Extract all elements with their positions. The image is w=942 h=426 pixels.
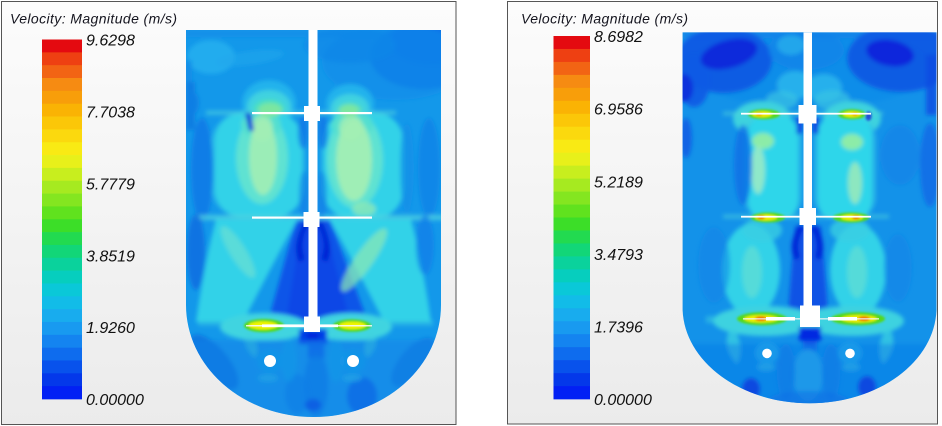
svg-text:8.6982: 8.6982 (594, 29, 643, 46)
svg-text:1.7396: 1.7396 (594, 320, 643, 337)
svg-text:5.2189: 5.2189 (594, 174, 643, 191)
svg-text:Velocity: Magnitude (m/s): Velocity: Magnitude (m/s) (521, 10, 688, 26)
svg-text:7.7038: 7.7038 (86, 105, 135, 122)
svg-text:6.9586: 6.9586 (594, 102, 643, 119)
svg-text:0.00000: 0.00000 (594, 392, 652, 409)
svg-text:0.00000: 0.00000 (86, 392, 144, 409)
svg-text:3.4793: 3.4793 (594, 247, 643, 264)
svg-text:9.6298: 9.6298 (86, 33, 135, 50)
svg-text:1.9260: 1.9260 (86, 320, 135, 337)
svg-text:5.7779: 5.7779 (86, 176, 135, 193)
svg-text:3.8519: 3.8519 (86, 248, 135, 265)
svg-text:Velocity: Magnitude (m/s): Velocity: Magnitude (m/s) (10, 10, 177, 26)
